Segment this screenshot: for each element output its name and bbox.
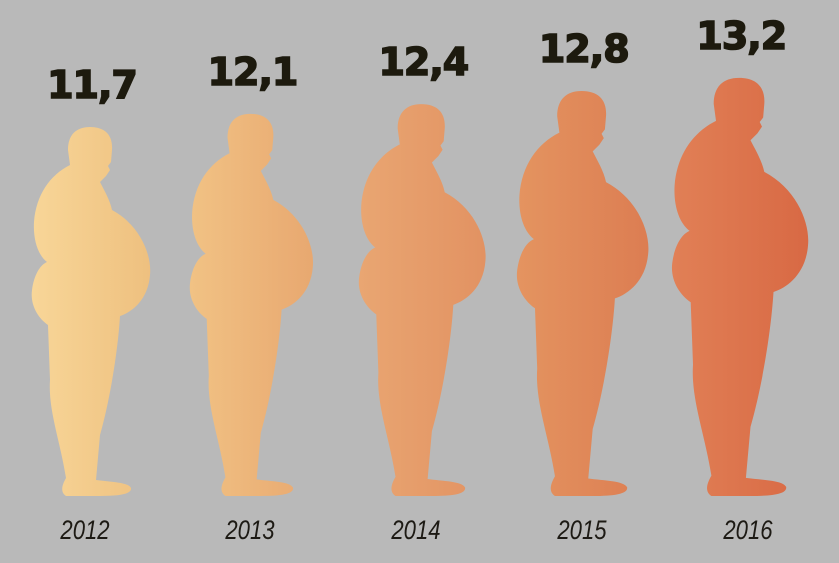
- value-label: 13,2: [696, 14, 786, 58]
- year-label: 2016: [722, 516, 772, 546]
- person-silhouette-2013: [189, 113, 314, 497]
- value-label: 12,1: [208, 50, 298, 94]
- year-label: 2015: [556, 516, 606, 546]
- value-label: 11,7: [47, 63, 137, 107]
- year-label: 2012: [59, 516, 109, 546]
- person-silhouette-2015: [516, 90, 649, 496]
- person-silhouette-2014: [358, 104, 486, 497]
- person-silhouette-2016: [671, 77, 809, 497]
- year-label: 2013: [224, 516, 274, 546]
- year-label: 2014: [390, 516, 440, 546]
- value-label: 12,8: [539, 27, 629, 71]
- value-label: 12,4: [378, 40, 468, 84]
- person-silhouette-2012: [31, 127, 151, 496]
